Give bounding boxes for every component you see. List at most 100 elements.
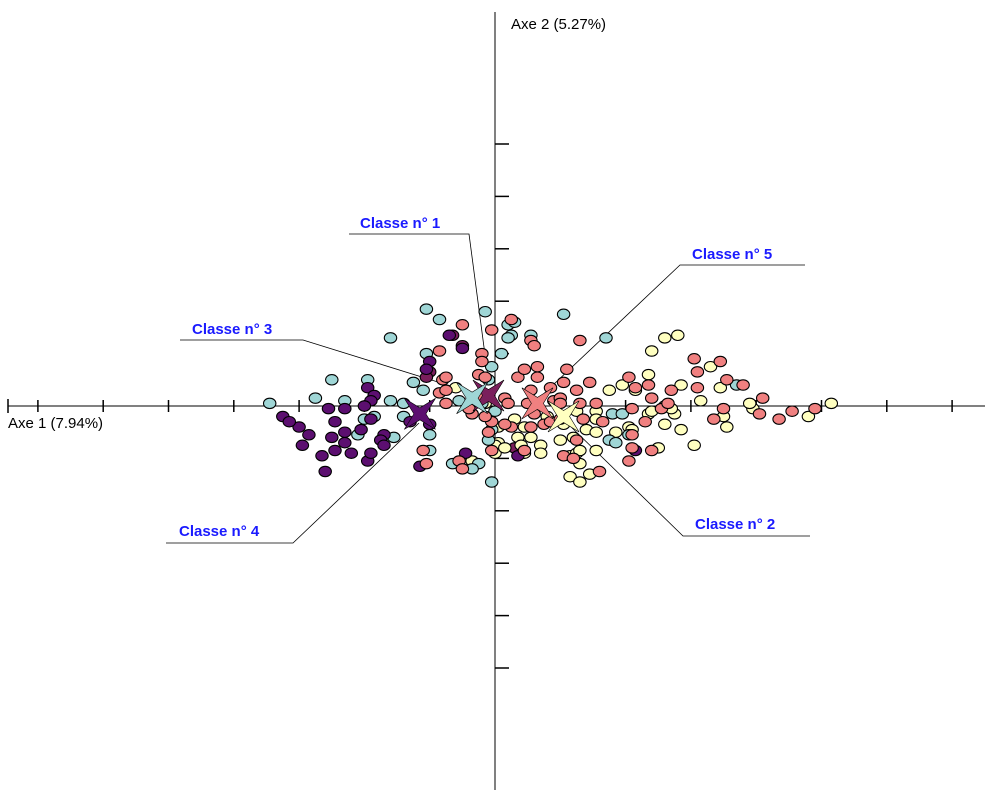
data-point-class-5: [644, 392, 659, 404]
data-point-class-5: [573, 334, 587, 347]
data-point-class-4: [318, 465, 332, 478]
data-point-class-4: [364, 413, 378, 425]
data-point-class-2: [573, 444, 587, 457]
data-point-class-5: [527, 339, 541, 352]
class-label-5: Classe n° 5: [692, 246, 772, 263]
data-point-class-3: [383, 395, 398, 407]
centroid-marker-class-4: [404, 398, 436, 430]
data-point-class-5: [720, 374, 734, 386]
leader-line-class-1: [349, 233, 490, 386]
data-point-class-4: [282, 415, 297, 428]
data-point-class-4: [344, 447, 359, 459]
data-point-class-5: [582, 376, 597, 389]
data-point-class-2: [589, 426, 603, 438]
data-point-class-3: [599, 332, 613, 344]
data-point-class-2: [671, 329, 685, 342]
data-point-class-4: [338, 402, 352, 415]
centroid-marker-class-5: [521, 387, 554, 420]
data-point-class-3: [478, 305, 492, 318]
data-point-class-4: [419, 363, 434, 376]
data-point-class-3: [484, 476, 499, 488]
data-point-class-5: [432, 345, 447, 357]
data-point-class-4: [338, 436, 352, 449]
data-point-class-4: [292, 421, 306, 433]
data-point-class-2: [824, 397, 839, 410]
data-point-class-4: [328, 415, 342, 428]
data-point-class-2: [644, 345, 659, 357]
data-points: [262, 303, 839, 488]
data-point-class-2: [641, 368, 656, 381]
data-point-class-5: [690, 366, 705, 378]
data-point-class-2: [602, 384, 617, 397]
class-label-4: Classe n° 4: [179, 523, 260, 540]
data-point-class-3: [406, 376, 421, 389]
data-point-class-5: [808, 402, 822, 415]
data-point-class-5: [455, 463, 470, 475]
class-labels: Classe n° 1 Classe n° 2 Classe n° 3 Clas…: [179, 215, 775, 540]
data-point-class-5: [511, 371, 525, 383]
data-point-class-5: [566, 452, 581, 465]
data-point-class-3: [419, 303, 434, 315]
data-point-class-5: [595, 415, 610, 428]
leader-line-class-4: [166, 422, 420, 544]
data-point-class-3: [494, 347, 509, 360]
data-point-class-5: [736, 379, 750, 391]
data-point-class-5: [576, 413, 590, 425]
data-point-class-5: [543, 381, 558, 394]
data-point-class-5: [785, 405, 799, 417]
data-point-class-5: [707, 413, 721, 425]
data-point-class-5: [690, 381, 705, 394]
data-point-class-3: [262, 397, 277, 410]
data-point-class-3: [422, 429, 437, 441]
data-point-class-4: [302, 429, 316, 441]
data-point-class-4: [364, 447, 378, 459]
data-point-class-4: [458, 447, 473, 459]
data-point-class-3: [308, 392, 323, 404]
data-point-class-4: [338, 426, 352, 438]
data-point-class-4: [360, 381, 375, 394]
leader-line-class-3: [180, 339, 471, 393]
data-point-class-2: [658, 418, 672, 431]
data-point-class-2: [801, 410, 816, 423]
data-point-class-5: [517, 444, 532, 457]
data-point-class-2: [589, 444, 603, 457]
data-point-class-5: [484, 444, 499, 457]
data-point-class-4: [295, 439, 310, 452]
data-point-class-4: [354, 423, 368, 436]
data-point-class-4: [442, 329, 457, 342]
data-point-class-5: [530, 360, 545, 373]
data-point-class-4: [455, 342, 470, 355]
data-point-class-5: [687, 353, 701, 365]
data-point-class-3: [416, 384, 430, 397]
data-point-class-5: [439, 371, 453, 383]
data-point-class-5: [661, 397, 675, 410]
data-point-class-5: [498, 418, 512, 431]
data-point-class-5: [713, 355, 728, 368]
data-point-class-3: [484, 360, 499, 373]
data-point-class-2: [674, 423, 688, 436]
data-point-class-5: [501, 397, 515, 410]
data-point-class-5: [439, 397, 453, 410]
data-point-class-5: [478, 410, 492, 423]
data-point-class-5: [556, 376, 571, 389]
data-point-class-5: [622, 455, 636, 467]
class-label-1: Classe n° 1: [360, 215, 440, 232]
data-point-class-5: [569, 384, 584, 397]
data-point-class-5: [475, 355, 489, 368]
data-point-class-5: [589, 397, 603, 410]
data-point-class-5: [517, 363, 532, 376]
data-point-class-5: [716, 402, 731, 415]
data-point-class-3: [488, 405, 502, 417]
data-point-class-2: [524, 431, 538, 444]
data-point-class-5: [625, 429, 639, 441]
data-point-class-2: [720, 421, 734, 433]
class-centroids: [404, 379, 580, 433]
data-point-class-5: [478, 371, 492, 383]
data-point-class-5: [569, 434, 584, 446]
y-axis-title: Axe 2 (5.27%): [511, 16, 606, 33]
data-point-class-2: [533, 447, 548, 459]
data-point-class-5: [592, 465, 607, 478]
data-point-class-5: [755, 392, 770, 404]
data-point-class-2: [687, 439, 701, 452]
data-point-class-2: [563, 470, 577, 483]
